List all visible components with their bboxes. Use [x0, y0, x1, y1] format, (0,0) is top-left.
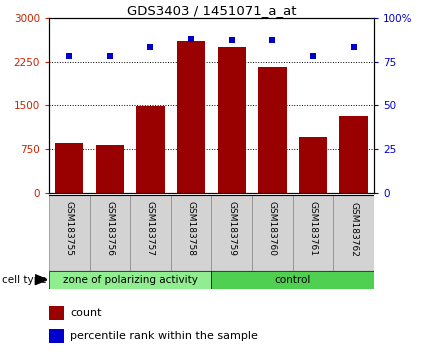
Text: cell type: cell type	[2, 275, 47, 285]
Bar	[293, 195, 333, 271]
Polygon shape	[35, 275, 47, 285]
Title: GDS3403 / 1451071_a_at: GDS3403 / 1451071_a_at	[127, 4, 296, 17]
Bar	[96, 145, 124, 193]
Text: GSM183761: GSM183761	[309, 201, 317, 256]
Text: control: control	[275, 275, 311, 285]
Bar	[211, 195, 252, 271]
Bar	[252, 195, 293, 271]
Point	[66, 53, 73, 59]
Text: GSM183759: GSM183759	[227, 201, 236, 256]
Text: GSM183758: GSM183758	[187, 201, 196, 256]
Point	[106, 53, 113, 59]
Bar	[55, 143, 83, 193]
Bar	[49, 271, 211, 289]
Bar	[49, 306, 63, 320]
Bar	[177, 41, 205, 193]
Bar	[333, 195, 374, 271]
Point	[228, 38, 235, 43]
Bar	[218, 47, 246, 193]
Point	[310, 53, 317, 59]
Bar	[136, 107, 165, 193]
Point	[269, 38, 276, 43]
Text: zone of polarizing activity: zone of polarizing activity	[63, 275, 198, 285]
Bar	[90, 195, 130, 271]
Bar	[130, 195, 171, 271]
Point	[147, 45, 154, 50]
Text: GSM183762: GSM183762	[349, 201, 358, 256]
Text: GSM183757: GSM183757	[146, 201, 155, 256]
Bar	[49, 329, 63, 343]
Text: percentile rank within the sample: percentile rank within the sample	[70, 331, 258, 341]
Text: GSM183756: GSM183756	[105, 201, 114, 256]
Point	[188, 36, 195, 41]
Text: GSM183755: GSM183755	[65, 201, 74, 256]
Bar	[258, 67, 286, 193]
Bar	[49, 195, 90, 271]
Point	[350, 45, 357, 50]
Bar	[299, 137, 327, 193]
Bar	[340, 116, 368, 193]
Text: GSM183760: GSM183760	[268, 201, 277, 256]
Text: count: count	[70, 308, 102, 318]
Bar	[171, 195, 211, 271]
Bar	[211, 271, 374, 289]
